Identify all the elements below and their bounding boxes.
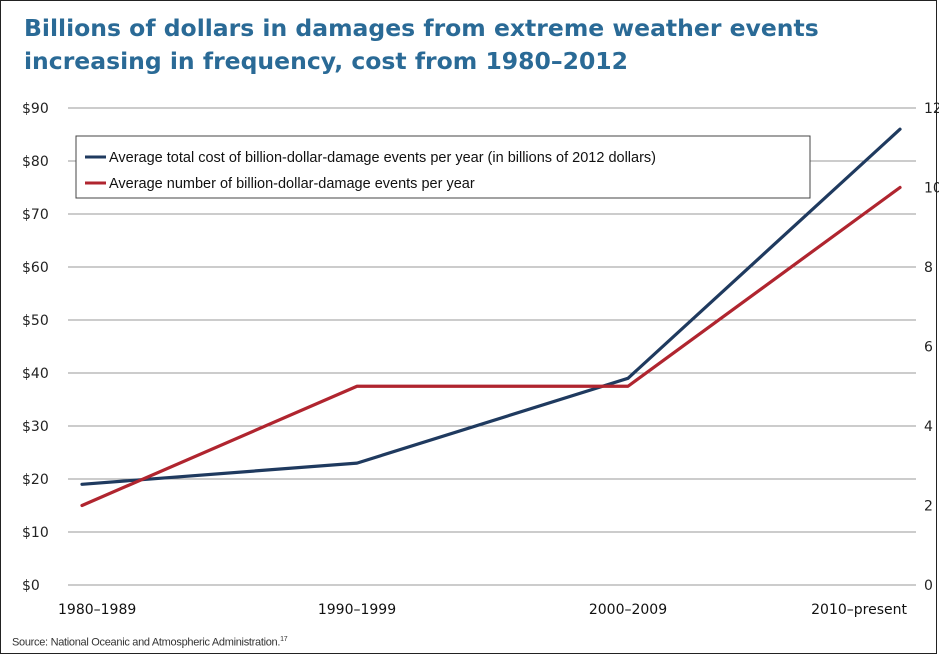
y-left-tick-label: $80 <box>22 154 49 170</box>
x-tick-label: 1980–1989 <box>58 602 136 618</box>
x-axis-ticks: 1980–1989 1990–1999 2000–2009 2010–present <box>58 602 907 618</box>
y-right-tick-label: 10 <box>924 181 939 197</box>
right-axis-ticks: 0 2 4 6 8 10 12 <box>924 101 939 594</box>
y-left-tick-label: $90 <box>22 101 49 117</box>
source-text: Source: National Oceanic and Atmospheric… <box>12 636 281 649</box>
y-left-tick-label: $30 <box>22 419 49 435</box>
y-right-tick-label: 4 <box>924 419 933 435</box>
series-line-events <box>80 185 902 508</box>
y-left-tick-label: $50 <box>22 313 49 329</box>
y-left-tick-label: $0 <box>22 578 40 594</box>
x-tick-label: 2010–present <box>811 602 907 618</box>
y-left-tick-label: $40 <box>22 366 49 382</box>
y-right-tick-label: 2 <box>924 499 933 515</box>
legend-label-events: Average number of billion-dollar-damage … <box>109 176 475 192</box>
x-tick-label: 2000–2009 <box>589 602 667 618</box>
y-left-tick-label: $70 <box>22 207 49 223</box>
left-axis-ticks: $0 $10 $20 $30 $40 $50 $60 $70 $80 $90 <box>22 101 49 594</box>
series-lines <box>80 127 902 508</box>
legend-box <box>75 135 811 199</box>
series-line-cost <box>80 127 902 486</box>
x-tick-label: 1990–1999 <box>318 602 396 618</box>
y-left-tick-label: $10 <box>22 525 49 541</box>
source-note: Source: National Oceanic and Atmospheric… <box>12 636 288 649</box>
y-right-tick-label: 0 <box>924 578 933 594</box>
legend-label-cost: Average total cost of billion-dollar-dam… <box>109 150 656 166</box>
y-right-tick-label: 8 <box>924 260 933 276</box>
legend: Average total cost of billion-dollar-dam… <box>75 135 811 199</box>
y-right-tick-label: 12 <box>924 101 939 117</box>
y-left-tick-label: $60 <box>22 260 49 276</box>
y-right-tick-label: 6 <box>924 340 933 356</box>
source-footnote: 17 <box>280 636 288 643</box>
gridlines <box>68 107 916 586</box>
y-left-tick-label: $20 <box>22 472 49 488</box>
chart-title: Billions of dollars in damages from extr… <box>24 14 819 75</box>
